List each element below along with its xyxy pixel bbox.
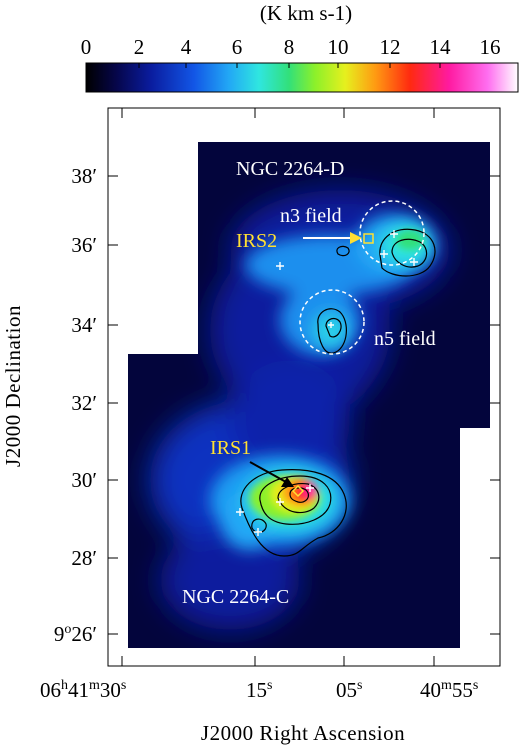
irs1-label: IRS1 bbox=[210, 437, 251, 459]
colorbar: (K km s-1) 0 2 4 6 8 10 12 14 16 bbox=[81, 1, 519, 93]
intensity-map bbox=[128, 142, 490, 648]
colorbar-tick: 14 bbox=[430, 35, 452, 59]
colorbar-gradient bbox=[85, 62, 519, 93]
irs1-arrow bbox=[249, 461, 294, 487]
x-tick: 40m55s bbox=[420, 678, 478, 702]
irs2-marker-square bbox=[363, 233, 374, 244]
y-tick: 32′ bbox=[71, 391, 97, 415]
irs2-arrow bbox=[303, 232, 362, 244]
y-axis-title: J2000 Declination bbox=[1, 305, 25, 467]
y-tick: 30′ bbox=[71, 468, 97, 492]
contours bbox=[240, 228, 436, 557]
n3-field-circle bbox=[359, 200, 425, 266]
y-tick: 36′ bbox=[71, 233, 97, 257]
y-tick-last: 9o26′ bbox=[54, 622, 97, 646]
x-tick-labels: 06h41m30s 15s 05s 40m55s bbox=[40, 678, 478, 702]
n5-field-label: n5 field bbox=[374, 328, 436, 350]
field-circles bbox=[299, 200, 425, 355]
ngc-2264-d-label: NGC 2264-D bbox=[236, 158, 344, 180]
star-markers bbox=[236, 230, 418, 536]
irs2-label: IRS2 bbox=[236, 230, 277, 252]
n5-field-circle bbox=[299, 289, 365, 355]
y-tick-labels: 38′ 36′ 34′ 32′ 30′ 28′ 9o26′ bbox=[54, 164, 97, 646]
y-tick: 28′ bbox=[71, 546, 97, 570]
y-tick: 34′ bbox=[71, 313, 97, 337]
axis-ticks bbox=[108, 108, 500, 666]
colorbar-tick-labels: 0 2 4 6 8 10 12 14 16 bbox=[81, 35, 501, 59]
colorbar-tick: 8 bbox=[284, 35, 295, 59]
irs1-marker-diamond bbox=[291, 484, 305, 498]
colorbar-tick: 0 bbox=[81, 35, 92, 59]
colorbar-tick: 6 bbox=[232, 35, 243, 59]
colorbar-tick: 12 bbox=[380, 35, 401, 59]
colorbar-tick: 4 bbox=[181, 35, 192, 59]
colorbar-unit-label: (K km s-1) bbox=[260, 1, 352, 25]
n3-field-label: n3 field bbox=[280, 205, 342, 227]
x-tick: 15s bbox=[246, 678, 272, 702]
x-tick: 06h41m30s bbox=[40, 678, 126, 702]
colorbar-ticks bbox=[138, 63, 441, 68]
colorbar-tick: 16 bbox=[480, 35, 501, 59]
colorbar-tick: 2 bbox=[134, 35, 145, 59]
y-tick: 38′ bbox=[71, 164, 97, 188]
colorbar-tick: 10 bbox=[328, 35, 349, 59]
x-axis-title: J2000 Right Ascension bbox=[201, 721, 405, 745]
ngc-2264-c-label: NGC 2264-C bbox=[182, 586, 289, 608]
x-tick: 05s bbox=[336, 678, 362, 702]
